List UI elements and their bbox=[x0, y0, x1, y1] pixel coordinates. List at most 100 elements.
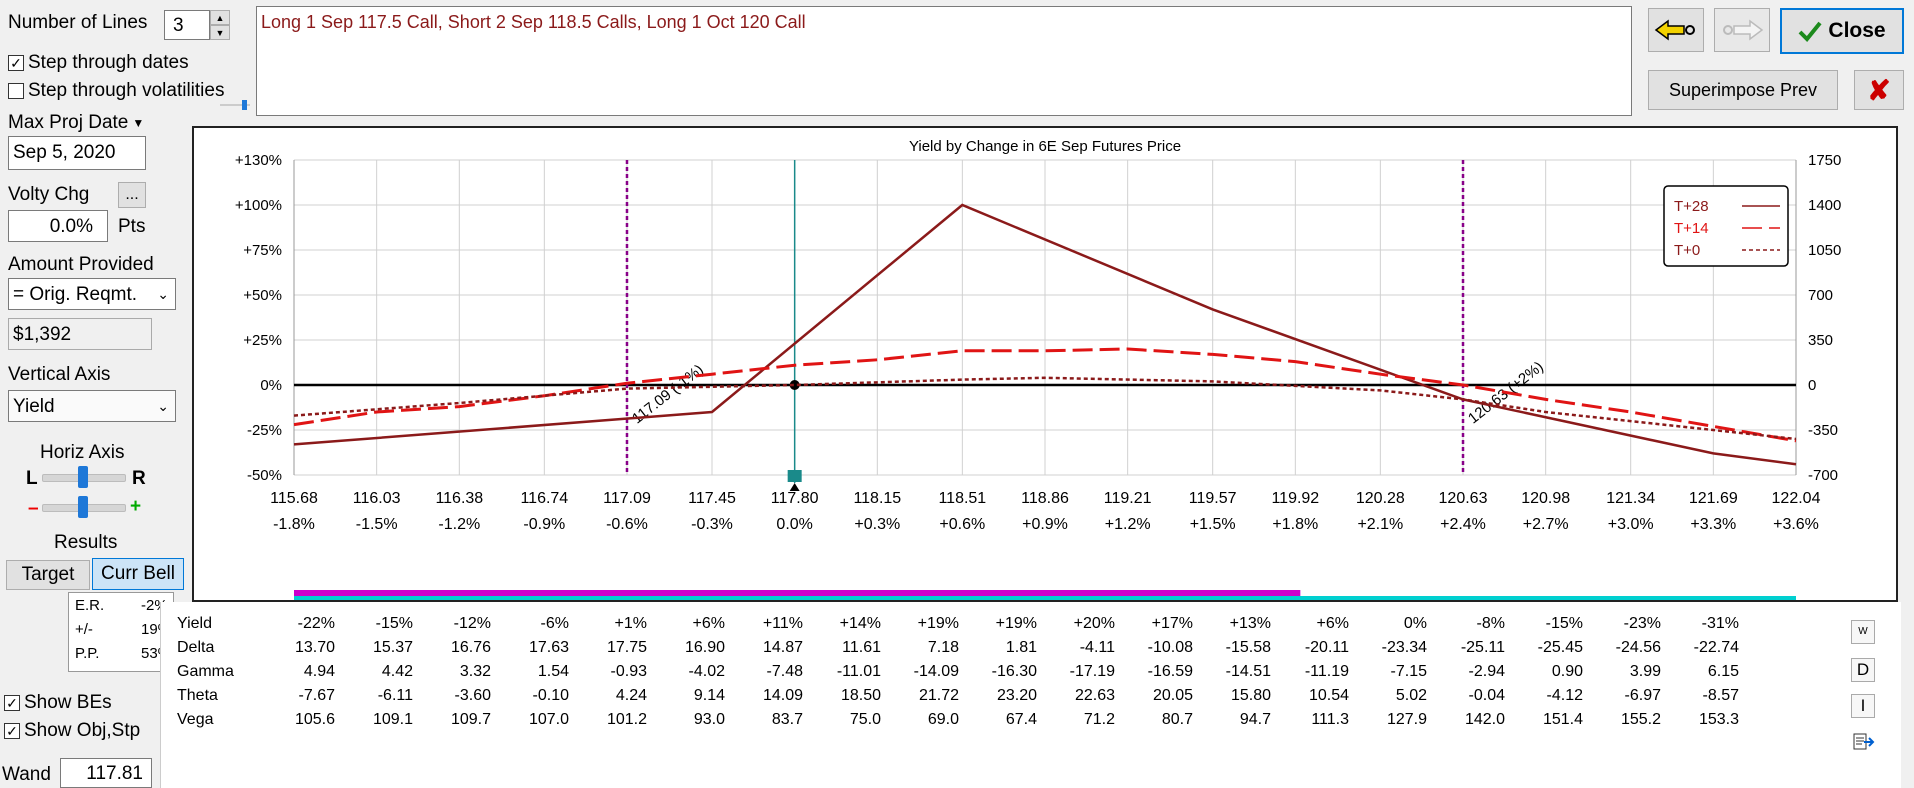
greek-cell: 23.20 bbox=[996, 687, 1037, 704]
x-tick-label: 119.57 bbox=[1189, 490, 1237, 507]
x-pct-label: +1.2% bbox=[1105, 516, 1151, 533]
greek-cell: 16.76 bbox=[450, 639, 491, 656]
wand-input[interactable]: 117.81 bbox=[60, 758, 152, 788]
yield-chart[interactable]: 115.68 -1.8% 116.03 -1.5% 116.38 -1.2% 116.74 -… bbox=[194, 128, 1896, 600]
greek-cell: 1.54 bbox=[537, 663, 569, 680]
greek-cell: 11.61 bbox=[842, 639, 881, 656]
greek-cell: 75.0 bbox=[849, 711, 881, 728]
close-button[interactable]: Close bbox=[1780, 8, 1904, 54]
pp-label: P.P. bbox=[75, 645, 100, 662]
max-proj-input[interactable]: Sep 5, 2020 bbox=[8, 136, 146, 170]
superimpose-prev-button[interactable]: Superimpose Prev bbox=[1648, 70, 1838, 110]
amount-value: $1,392 bbox=[8, 318, 152, 350]
greek-cell: -11.19 bbox=[1304, 663, 1349, 680]
greek-cell: 6.15 bbox=[1707, 663, 1739, 680]
i-button[interactable]: I bbox=[1851, 694, 1875, 718]
x-tick-label: 118.15 bbox=[853, 490, 901, 507]
volty-input[interactable]: 0.0% bbox=[8, 210, 108, 242]
greek-cell: -6.97 bbox=[1624, 687, 1661, 704]
greek-cell: +17% bbox=[1151, 615, 1193, 632]
legend-label: T+14 bbox=[1674, 220, 1709, 237]
x-pct-label: +0.9% bbox=[1022, 516, 1068, 533]
step-vol-row[interactable]: Step through volatilities bbox=[8, 80, 224, 102]
y-tick-label-right: 0 bbox=[1808, 377, 1816, 394]
export-icon[interactable] bbox=[1851, 730, 1875, 754]
greek-cell: -4.02 bbox=[688, 663, 725, 680]
greek-cell: 111.3 bbox=[1311, 711, 1349, 728]
amount-label: Amount Provided bbox=[8, 254, 154, 275]
greeks-panel: Yield -22% -15% -12% -6% +1% +6% +11% +14% +19% +1… bbox=[160, 602, 1901, 788]
vertical-axis-select[interactable]: Yield ⌄ bbox=[8, 390, 176, 422]
wand-label: Wand bbox=[2, 764, 51, 785]
greek-cell: -15% bbox=[375, 615, 413, 632]
curr-bell-tab[interactable]: Curr Bell bbox=[92, 558, 184, 590]
chevron-down-icon: ⌄ bbox=[157, 286, 169, 302]
y-tick-label-right: 350 bbox=[1808, 332, 1833, 349]
show-obj-row[interactable]: ✓ Show Obj,Stp bbox=[4, 720, 140, 742]
show-bes-row[interactable]: ✓ Show BEs bbox=[4, 692, 112, 714]
greek-cell: 7.18 bbox=[927, 639, 959, 656]
greek-cell: +6% bbox=[692, 615, 725, 632]
greek-row-label: Yield bbox=[177, 615, 212, 632]
y-tick-label-right: 1050 bbox=[1808, 242, 1841, 259]
greek-cell: -6.11 bbox=[377, 687, 413, 704]
greek-cell: 4.24 bbox=[615, 687, 647, 704]
legend-label: T+0 bbox=[1674, 242, 1700, 259]
mini-slider[interactable] bbox=[220, 100, 250, 110]
arrow-right-icon bbox=[1723, 19, 1764, 41]
y-tick-label-right: -350 bbox=[1808, 422, 1838, 439]
greek-cell: 71.2 bbox=[1083, 711, 1115, 728]
show-bes-checkbox[interactable]: ✓ bbox=[4, 695, 20, 711]
d-button[interactable]: D bbox=[1851, 658, 1875, 682]
x-pct-label: +1.5% bbox=[1190, 516, 1236, 533]
w-button[interactable]: W bbox=[1851, 620, 1875, 644]
current-price-marker bbox=[787, 470, 802, 482]
x-pct-label: -0.9% bbox=[523, 516, 565, 533]
arrow-left-icon bbox=[1654, 19, 1695, 41]
max-proj-dropdown[interactable]: Max Proj Date ▼ bbox=[8, 112, 144, 134]
series-line-tplus14 bbox=[293, 347, 1797, 443]
show-obj-label: Show Obj,Stp bbox=[24, 720, 141, 741]
spin-down-icon[interactable]: ▼ bbox=[210, 25, 230, 40]
greek-cell: -11.01 bbox=[836, 663, 881, 680]
y-tick-label-right: 1750 bbox=[1808, 152, 1841, 169]
results-label: Results bbox=[54, 532, 118, 553]
greek-cell: 22.63 bbox=[1074, 687, 1115, 704]
x-tick-label: 119.92 bbox=[1271, 490, 1319, 507]
greek-cell: 109.1 bbox=[372, 711, 413, 728]
chevron-down-icon: ⌄ bbox=[157, 398, 169, 414]
x-tick-label: 115.68 bbox=[270, 490, 318, 507]
horiz-lr-thumb[interactable] bbox=[78, 466, 88, 488]
greek-cell: +6% bbox=[1316, 615, 1349, 632]
lines-spinner[interactable]: ▲ ▼ bbox=[210, 10, 230, 40]
greek-cell: -2.94 bbox=[1468, 663, 1505, 680]
greek-cell: 153.3 bbox=[1698, 711, 1739, 728]
position-description[interactable]: Long 1 Sep 117.5 Call, Short 2 Sep 118.5… bbox=[256, 6, 1632, 116]
greek-cell: 17.63 bbox=[528, 639, 569, 656]
amount-select[interactable]: = Orig. Reqmt. ⌄ bbox=[8, 278, 176, 310]
y-tick-label-left: +50% bbox=[243, 287, 282, 304]
greek-cell: +13% bbox=[1229, 615, 1271, 632]
greek-cell: 18.50 bbox=[840, 687, 881, 704]
chart-panel: 115.68 -1.8% 116.03 -1.5% 116.38 -1.2% 116.74 -… bbox=[192, 126, 1898, 602]
check-icon bbox=[1798, 21, 1822, 42]
lines-input[interactable]: 3 bbox=[164, 10, 210, 40]
show-obj-checkbox[interactable]: ✓ bbox=[4, 723, 20, 739]
prev-button[interactable] bbox=[1648, 8, 1704, 52]
x-pct-label: +2.7% bbox=[1523, 516, 1569, 533]
greek-cell: +11% bbox=[762, 615, 803, 632]
delete-icon[interactable]: ✘ bbox=[1854, 70, 1904, 110]
zoom-plus-label: + bbox=[130, 496, 142, 517]
volty-options-button[interactable]: ... bbox=[118, 182, 146, 208]
greek-cell: 80.7 bbox=[1161, 711, 1193, 728]
step-vol-checkbox[interactable] bbox=[8, 83, 24, 99]
horiz-axis-label: Horiz Axis bbox=[40, 442, 125, 463]
greek-cell: 5.02 bbox=[1395, 687, 1427, 704]
horiz-zoom-thumb[interactable] bbox=[78, 496, 88, 518]
target-tab[interactable]: Target bbox=[6, 560, 90, 590]
step-dates-row[interactable]: ✓ Step through dates bbox=[8, 52, 189, 74]
step-dates-checkbox[interactable]: ✓ bbox=[8, 55, 24, 71]
spin-up-icon[interactable]: ▲ bbox=[210, 10, 230, 25]
x-pct-label: +3.3% bbox=[1690, 516, 1736, 533]
next-button[interactable] bbox=[1714, 8, 1770, 52]
